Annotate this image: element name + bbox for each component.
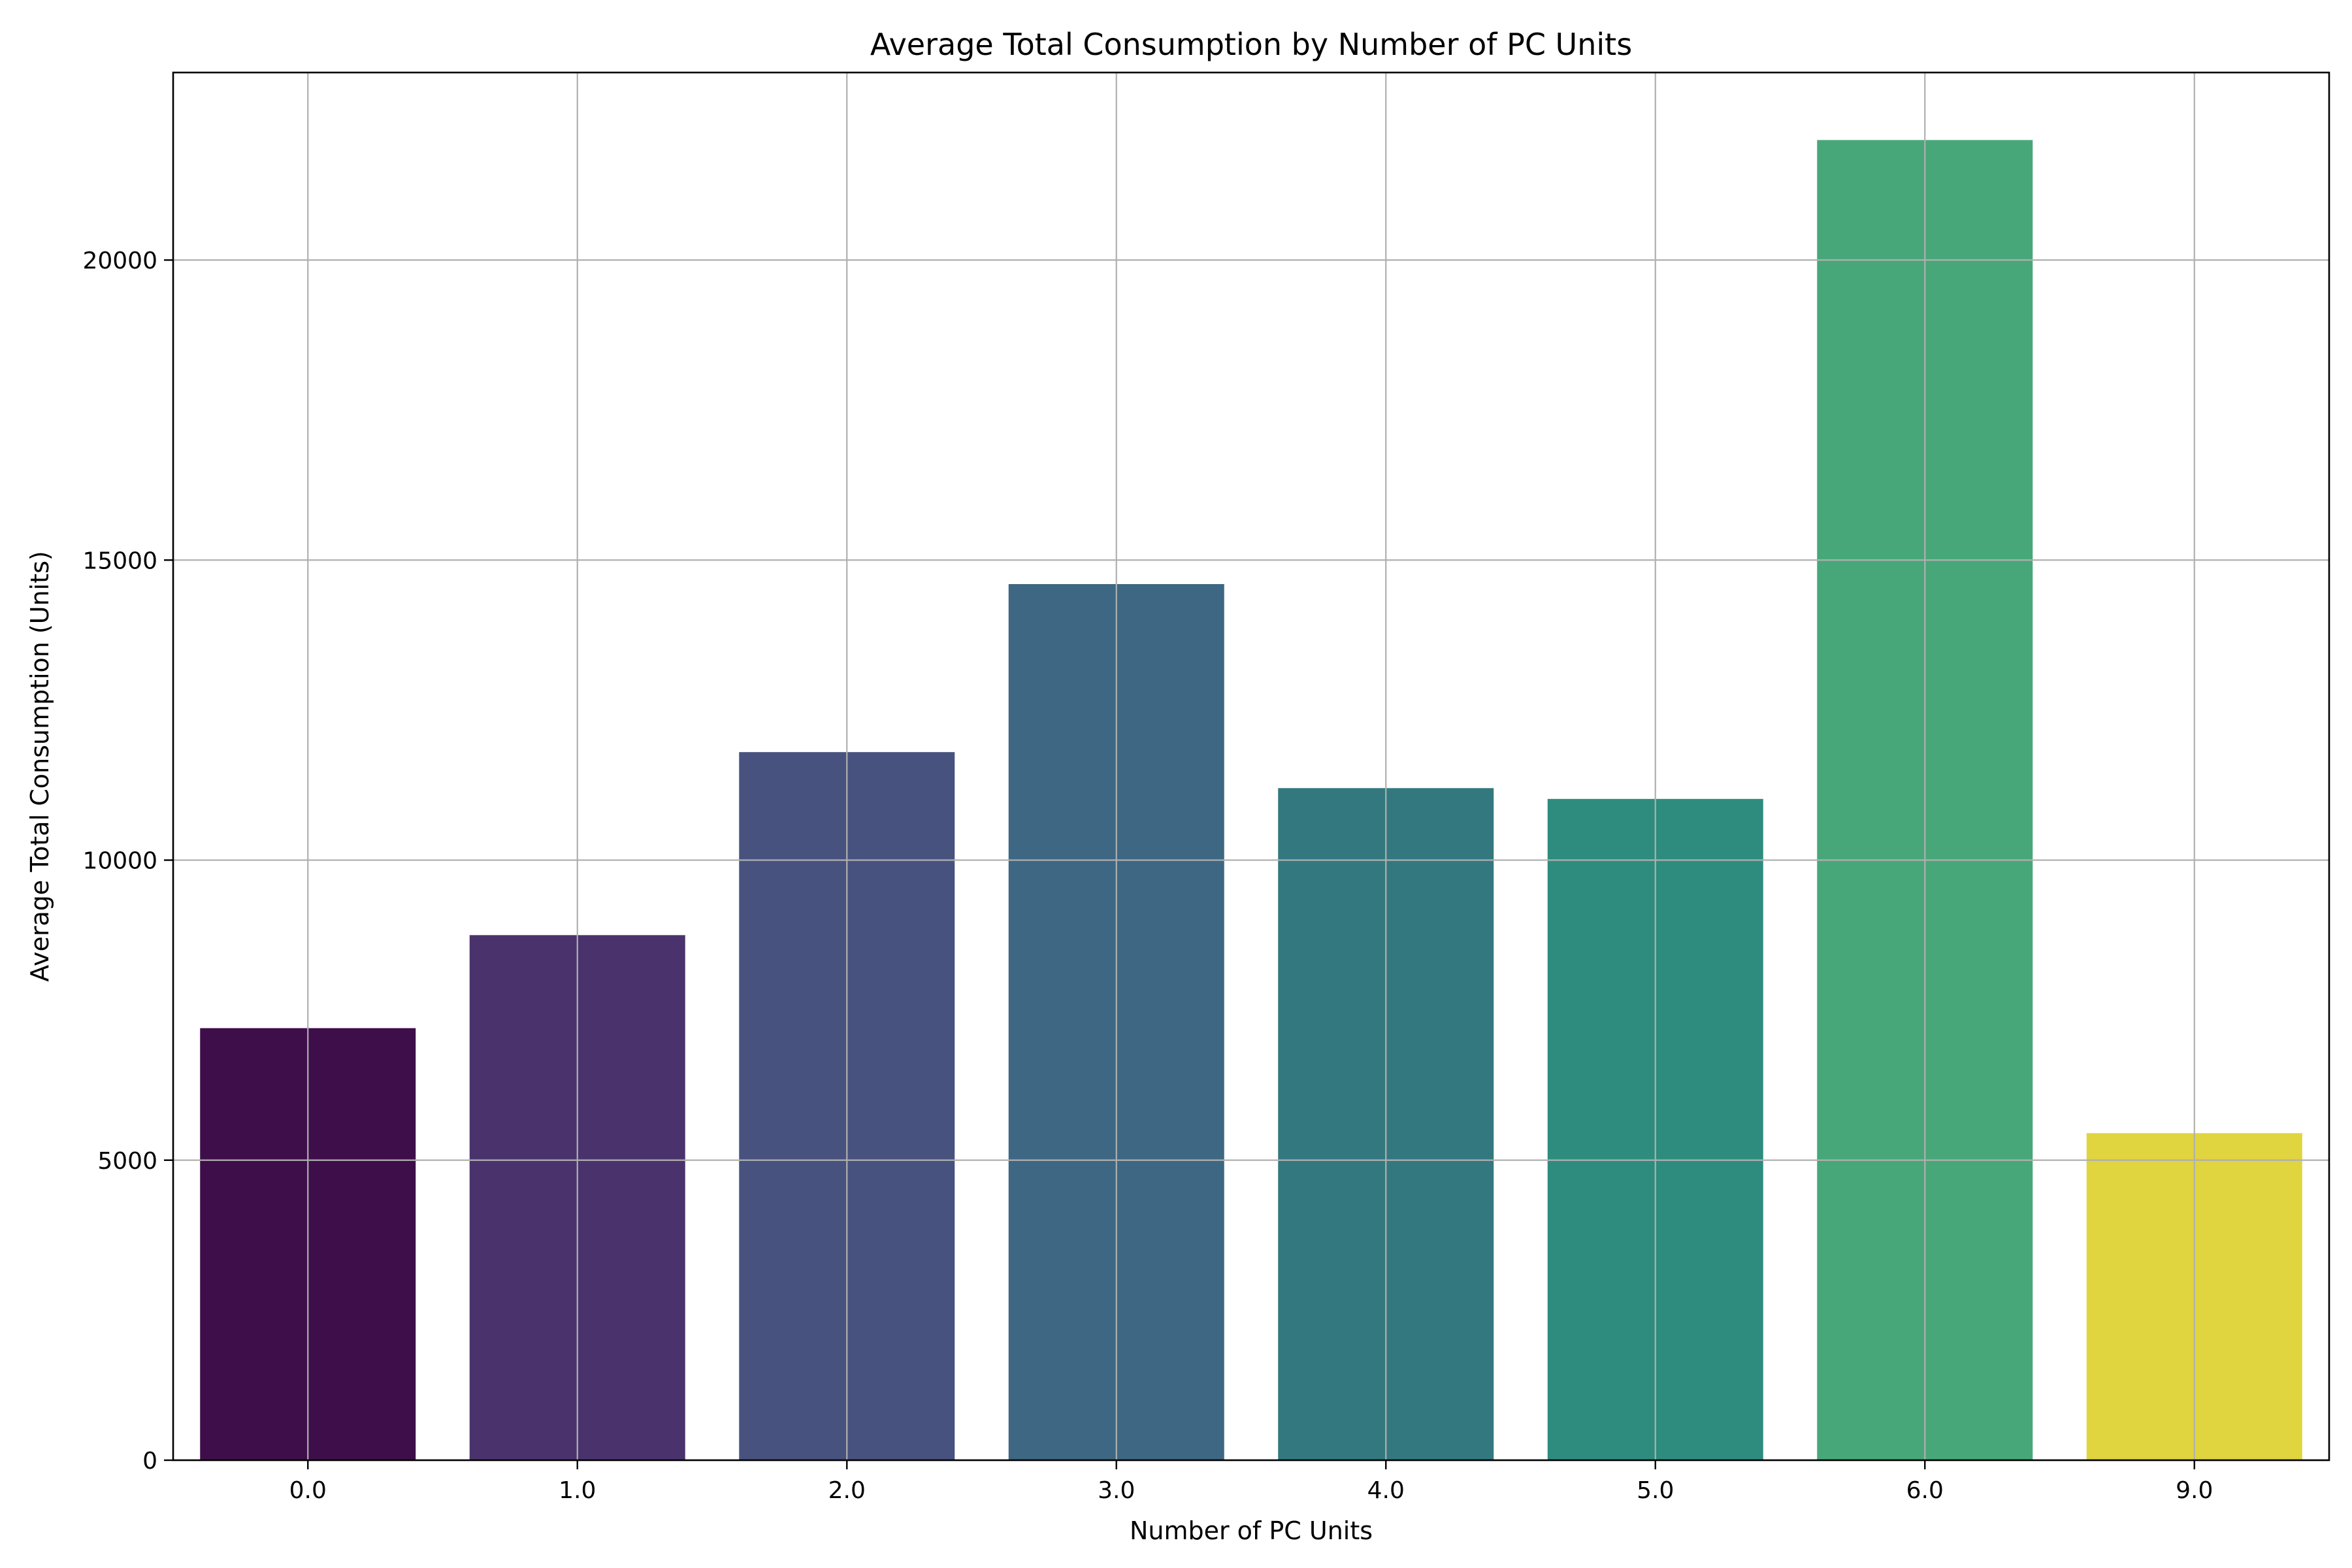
y-tick-label: 0 xyxy=(142,1448,157,1475)
y-axis-label: Average Total Consumption (Units) xyxy=(25,551,54,982)
y-tick-label: 5000 xyxy=(97,1148,157,1175)
x-tick-label: 3.0 xyxy=(1098,1477,1135,1504)
x-tick-label: 2.0 xyxy=(828,1477,866,1504)
x-tick-label: 9.0 xyxy=(2176,1477,2213,1504)
x-tick-label: 4.0 xyxy=(1367,1477,1405,1504)
x-tick-label: 0.0 xyxy=(289,1477,327,1504)
y-tick-label: 10000 xyxy=(82,848,157,875)
chart-title: Average Total Consumption by Number of P… xyxy=(870,27,1632,62)
x-axis-label: Number of PC Units xyxy=(1130,1516,1373,1545)
x-tick-label: 6.0 xyxy=(1906,1477,1944,1504)
x-tick-label: 5.0 xyxy=(1637,1477,1674,1504)
y-tick-label: 15000 xyxy=(82,547,157,574)
y-tick-label: 20000 xyxy=(82,248,157,274)
plot-frame xyxy=(172,71,2330,1462)
x-tick-label: 1.0 xyxy=(559,1477,596,1504)
ticks: 0 5000 10000 15000 20000 0.0 1.0 2.0 3.0 4.0 5.0 6.… xyxy=(82,248,2213,1504)
bars xyxy=(200,140,2302,1461)
